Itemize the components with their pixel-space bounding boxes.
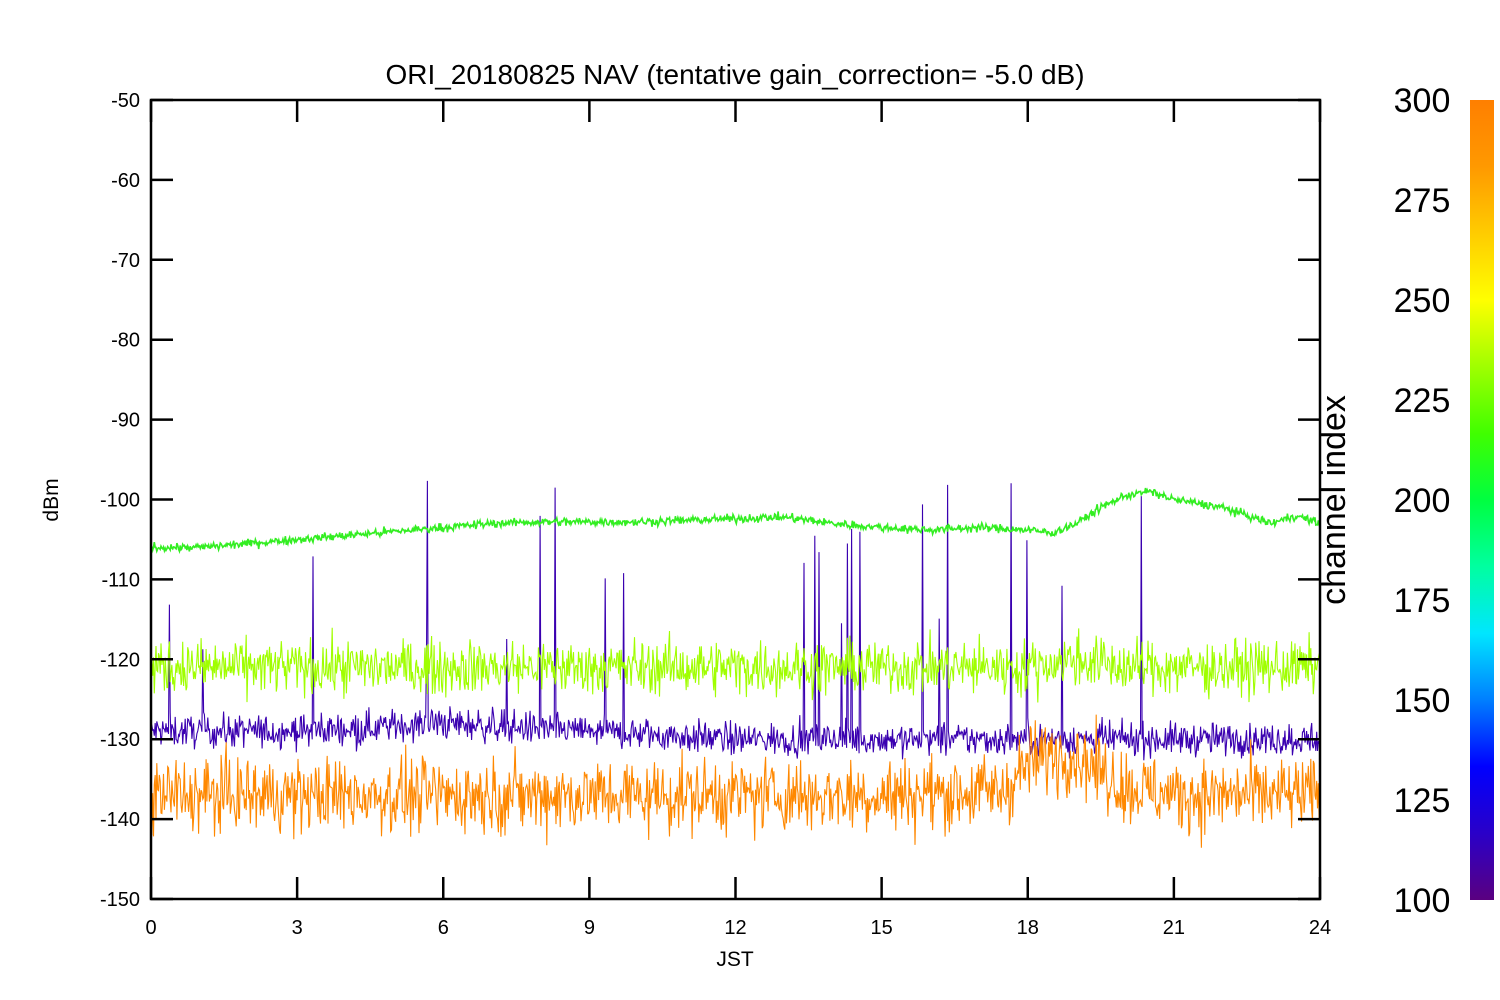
series-trace-240 (151, 487, 1320, 555)
y-axis-label: dBm (40, 478, 63, 521)
x-tick-label: 24 (1309, 917, 1331, 939)
x-tick-label: 18 (1017, 917, 1039, 939)
x-tick-label: 12 (724, 917, 746, 939)
y-tick-label: -120 (100, 649, 140, 671)
colorbar-tick-label: 225 (1394, 382, 1451, 420)
y-tick-label: -110 (101, 569, 140, 591)
x-tick-label: 0 (145, 917, 156, 939)
axis-ticks: 0 3 6 9 12 15 18 21 24 -50 -60 -70 -80 -90 -100 -110 -12… (100, 90, 1331, 939)
x-tick-label: 21 (1163, 917, 1185, 939)
colorbar-tick-label: 125 (1394, 782, 1451, 820)
x-tick-label: 15 (871, 917, 893, 939)
colorbar (1470, 100, 1494, 900)
y-tick-label: -100 (100, 490, 140, 512)
colorbar-tick-label: 100 (1394, 882, 1451, 920)
y-tick-label: -50 (111, 90, 140, 112)
x-tick-label: 9 (584, 917, 595, 939)
colorbar-label: channel index (1315, 395, 1353, 605)
colorbar-tick-label: 275 (1394, 182, 1451, 220)
x-axis-label: JST (716, 948, 754, 971)
chart-title: ORI_20180825 NAV (tentative gain_correct… (385, 59, 1084, 90)
x-tick-label: 6 (438, 917, 449, 939)
y-tick-label: -130 (100, 729, 140, 751)
y-tick-label: -150 (100, 889, 140, 911)
colorbar-tick-label: 200 (1394, 482, 1451, 520)
series-trace-255 (151, 627, 1320, 703)
series-trace-295 (151, 714, 1320, 848)
series-trace-115 (151, 480, 1320, 761)
colorbar-tick-label: 175 (1394, 582, 1451, 620)
y-tick-label: -70 (111, 250, 140, 272)
x-tick-label: 3 (292, 917, 303, 939)
colorbar-tick-label: 300 (1394, 82, 1451, 120)
y-tick-label: -90 (111, 410, 140, 432)
y-tick-label: -140 (100, 809, 140, 831)
data-traces (151, 480, 1320, 848)
colorbar-tick-label: 250 (1394, 282, 1451, 320)
y-tick-label: -80 (111, 330, 140, 352)
colorbar-tick-label: 150 (1394, 682, 1451, 720)
colorbar-ticks: 300 275 250 225 200 175 150 125 100 (1394, 82, 1451, 920)
y-tick-label: -60 (111, 170, 140, 192)
